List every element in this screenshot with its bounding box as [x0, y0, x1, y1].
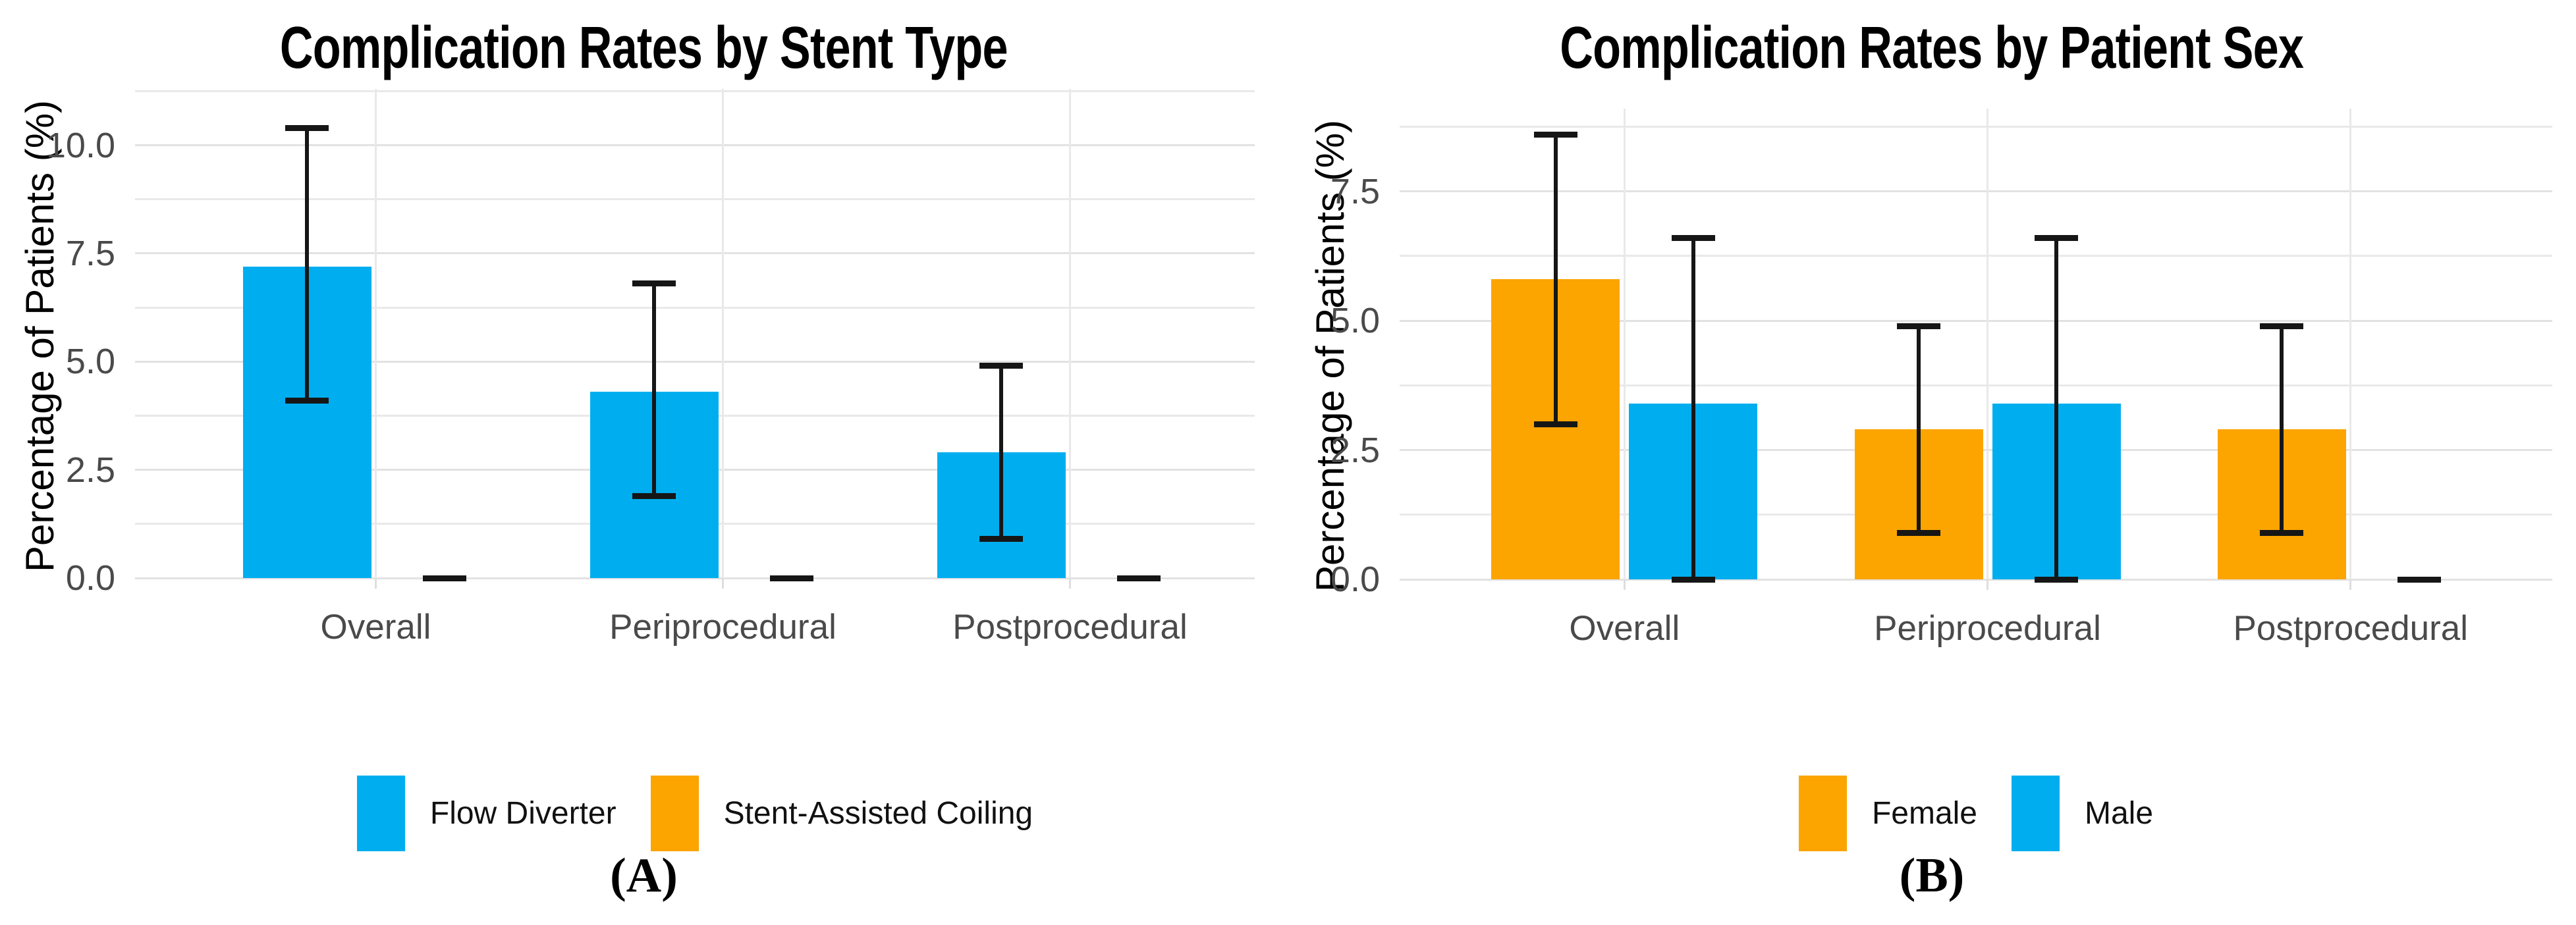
error-bar-cap — [632, 492, 676, 499]
error-bar-line — [1691, 238, 1695, 579]
legend-item: Stent-Assisted Coiling — [650, 775, 1033, 851]
y-tick-label: 7.5 — [65, 233, 115, 273]
gridline-horizontal — [1400, 190, 2552, 193]
gridline-vertical — [722, 89, 724, 578]
error-bar-cap — [1897, 323, 1940, 329]
error-bar-cap — [285, 397, 329, 404]
gridline-vertical — [1069, 89, 1071, 578]
gridline-vertical — [2349, 109, 2352, 579]
error-bar-line — [1553, 134, 1558, 425]
gridline-horizontal — [135, 252, 1255, 255]
y-tick-label: 0.0 — [65, 558, 115, 598]
zero-value-dash — [1117, 575, 1161, 581]
legend-color-swatch — [2012, 775, 2060, 851]
error-bar-line — [305, 128, 309, 401]
chart-b-legend: Female Male — [1400, 774, 2552, 852]
gridline-horizontal — [135, 144, 1255, 146]
chart-b-caption: (B) — [1899, 849, 1965, 903]
error-bar-line — [999, 365, 1003, 539]
x-tick-label: Overall — [1569, 609, 1680, 648]
error-bar-cap — [2035, 576, 2078, 583]
x-axis-tick — [1069, 578, 1071, 589]
chart-a-caption: (A) — [610, 849, 678, 903]
error-bar-cap — [2260, 529, 2304, 536]
error-bar-line — [1917, 326, 1921, 533]
gridline-horizontal — [135, 577, 1255, 579]
gridline-horizontal — [1400, 384, 2552, 386]
legend-color-swatch — [1798, 775, 1847, 851]
chart-a-title: Complication Rates by Stent Type — [0, 14, 1288, 82]
chart-a-plot-area: 0.0 2.5 5.0 7.5 10.0 Overall Periprocedural Pos… — [46, 89, 1255, 647]
error-bar-cap — [2260, 323, 2304, 329]
error-bar-cap — [1671, 576, 1715, 583]
y-tick-label: 5.0 — [65, 342, 115, 382]
gridline-horizontal — [1400, 578, 2552, 581]
gridline-horizontal — [1400, 319, 2552, 322]
y-tick-label: 0.0 — [1330, 560, 1380, 599]
gridline-horizontal — [135, 360, 1255, 363]
gridline-vertical — [1987, 109, 1988, 579]
panel-patient-sex: Complication Rates by Patient Sex Percen… — [1288, 0, 2576, 925]
zero-value-dash — [2398, 576, 2442, 583]
y-tick-label: 10.0 — [45, 125, 115, 165]
x-axis-tick — [722, 578, 724, 589]
x-axis-tick — [375, 578, 377, 589]
legend-item: Flow Diverter — [356, 775, 617, 851]
error-bar-cap — [1533, 131, 1577, 138]
gridline-horizontal — [135, 90, 1255, 92]
chart-b-plot-area: 0.0 2.5 5.0 7.5 Overall Periprocedural Postpro… — [1330, 109, 2552, 648]
error-bar-cap — [285, 124, 329, 131]
legend-color-swatch — [650, 775, 699, 851]
y-tick-label: 7.5 — [1330, 171, 1380, 211]
error-bar-cap — [2035, 234, 2078, 241]
legend-label: Flow Diverter — [429, 795, 617, 831]
legend-item: Male — [2012, 775, 2154, 851]
error-bar-cap — [979, 363, 1023, 369]
y-tick-label: 2.5 — [65, 450, 115, 490]
x-axis-tick — [1987, 579, 1988, 590]
y-tick-label: 5.0 — [1330, 301, 1380, 341]
chart-a-title-text: Complication Rates by Stent Type — [280, 15, 1008, 81]
x-tick-label: Postprocedural — [2233, 609, 2469, 648]
gridline-vertical — [375, 89, 377, 578]
legend-label: Male — [2085, 795, 2154, 831]
error-bar-cap — [1533, 421, 1577, 427]
error-bar-line — [652, 283, 656, 496]
gridline-horizontal — [135, 306, 1255, 309]
x-axis-tick — [1623, 579, 1626, 590]
legend-label: Female — [1871, 795, 1977, 831]
legend-color-swatch — [356, 775, 405, 851]
error-bar-cap — [1897, 529, 1940, 536]
zero-value-dash — [423, 575, 466, 581]
error-bar-line — [2280, 326, 2284, 533]
chart-b-title-text: Complication Rates by Patient Sex — [1560, 15, 2305, 81]
gridline-horizontal — [1400, 126, 2552, 128]
legend-item: Female — [1798, 775, 1977, 851]
x-tick-label: Periprocedural — [1874, 609, 2101, 648]
y-tick-label: 2.5 — [1330, 430, 1380, 470]
x-tick-label: Postprocedural — [952, 608, 1188, 647]
gridline-vertical — [1623, 109, 1626, 579]
legend-label: Stent-Assisted Coiling — [723, 795, 1033, 831]
error-bar-cap — [632, 280, 676, 287]
x-tick-label: Overall — [320, 608, 431, 647]
chart-a-legend: Flow Diverter Stent-Assisted Coiling — [135, 774, 1255, 852]
x-tick-label: Periprocedural — [609, 608, 836, 647]
x-axis-tick — [2349, 579, 2352, 590]
gridline-horizontal — [1400, 255, 2552, 257]
chart-b-title: Complication Rates by Patient Sex — [1288, 14, 2576, 82]
gridline-horizontal — [135, 198, 1255, 201]
panel-stent-type: Complication Rates by Stent Type Percent… — [0, 14, 1288, 903]
error-bar-line — [2054, 238, 2058, 579]
error-bar-cap — [979, 536, 1023, 542]
zero-value-dash — [770, 575, 813, 581]
error-bar-cap — [1671, 234, 1715, 241]
